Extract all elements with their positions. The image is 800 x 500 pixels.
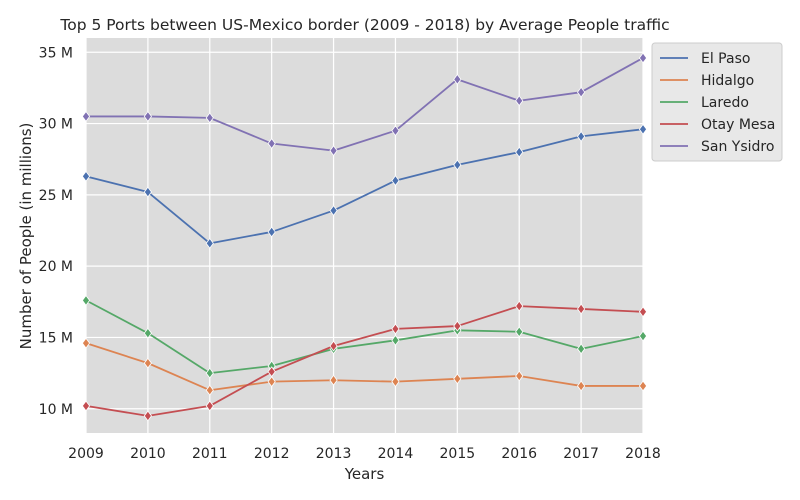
data-point: [453, 159, 462, 171]
data-point: [577, 130, 586, 142]
data-point: [205, 367, 214, 379]
data-point: [638, 330, 648, 342]
data-point: [143, 110, 152, 122]
data-point: [329, 340, 338, 352]
x-tick-label: 2017: [563, 446, 599, 462]
legend-frame: [651, 42, 783, 162]
legend-label: El Paso: [701, 51, 750, 67]
y-tick-label: 10 M: [39, 402, 73, 418]
series-otay-mesa: [81, 300, 648, 422]
data-point: [515, 95, 524, 107]
data-point: [391, 323, 400, 335]
x-tick-label: 2016: [501, 446, 537, 462]
data-point: [81, 400, 91, 412]
y-tick-label: 35 M: [39, 45, 73, 61]
data-point: [81, 110, 91, 122]
plot-background: [86, 38, 643, 433]
data-point: [81, 170, 91, 182]
series-san-ysidro: [81, 52, 648, 157]
x-tick-label: 2013: [316, 446, 352, 462]
data-point: [638, 123, 648, 135]
series-line: [85, 299, 644, 375]
data-point: [515, 300, 524, 312]
data-point: [267, 366, 276, 378]
x-tick-label: 2009: [68, 446, 104, 462]
legend-label: San Ysidro: [701, 139, 774, 155]
legend-label: Otay Mesa: [701, 117, 775, 133]
data-point: [515, 146, 524, 158]
data-point: [81, 337, 91, 349]
data-point: [577, 303, 586, 315]
chart-title: Top 5 Ports between US-Mexico border (20…: [59, 16, 669, 34]
data-point: [391, 334, 400, 346]
data-point: [205, 112, 214, 124]
legend: El Paso Hidalgo Laredo Otay Mesa San Ysidro: [651, 42, 783, 162]
y-tick-label: 30 M: [39, 117, 73, 133]
data-point: [391, 175, 400, 187]
data-point: [391, 125, 400, 137]
data-point: [143, 410, 152, 422]
series-line: [85, 305, 644, 417]
series-el-paso: [81, 123, 648, 249]
tick-labels: 2009 2010 2011 2012 2013 2014 2015 2016 2017 2018…: [39, 45, 661, 462]
data-point: [515, 326, 524, 338]
data-point: [267, 226, 276, 238]
data-point: [638, 306, 648, 318]
data-point: [81, 294, 91, 306]
data-point: [391, 376, 400, 388]
data-point: [143, 357, 152, 369]
x-tick-label: 2018: [625, 446, 661, 462]
y-axis-title: Number of People (in millions): [17, 123, 35, 350]
data-point: [267, 138, 276, 149]
x-tick-label: 2015: [440, 446, 476, 462]
data-point: [638, 52, 648, 64]
series-line: [85, 128, 644, 245]
legend-item: Laredo: [660, 95, 749, 111]
y-tick-label: 25 M: [39, 188, 73, 204]
x-tick-label: 2010: [130, 446, 166, 462]
x-axis-title: Years: [344, 465, 385, 483]
series-hidalgo: [81, 337, 648, 396]
data-point: [143, 186, 152, 198]
data-point: [143, 327, 152, 339]
legend-item: Otay Mesa: [660, 117, 775, 133]
data-point: [453, 373, 462, 385]
series-line: [86, 57, 644, 152]
series-line: [85, 342, 643, 392]
data-point: [329, 205, 338, 217]
data-point: [515, 370, 524, 382]
data-point: [577, 86, 586, 98]
legend-item: Hidalgo: [660, 73, 754, 89]
legend-label: Hidalgo: [701, 73, 754, 89]
data-point: [577, 380, 586, 392]
legend-item: San Ysidro: [660, 139, 774, 155]
y-tick-label: 20 M: [39, 259, 73, 275]
legend-label: Laredo: [701, 95, 749, 111]
data-point: [329, 145, 338, 157]
data-point: [329, 374, 338, 386]
data-point: [205, 384, 214, 396]
x-tick-label: 2011: [192, 446, 228, 462]
data-point: [453, 73, 462, 85]
x-tick-label: 2012: [254, 446, 290, 462]
data-point: [453, 320, 462, 332]
x-tick-label: 2014: [378, 446, 414, 462]
data-point: [577, 343, 586, 355]
y-tick-label: 15 M: [39, 330, 73, 346]
data-point: [267, 376, 276, 388]
data-point: [205, 237, 214, 249]
data-point: [638, 380, 648, 392]
series-layer: [81, 52, 648, 422]
legend-item: El Paso: [660, 51, 750, 67]
data-point: [205, 400, 214, 412]
